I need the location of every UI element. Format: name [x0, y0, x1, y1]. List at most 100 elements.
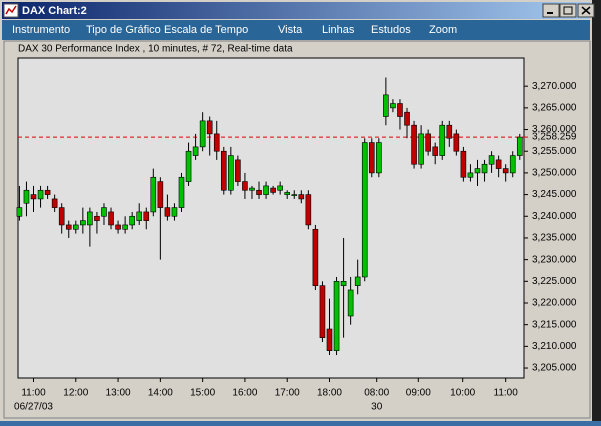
menu-item[interactable]: Escala de Tempo — [164, 24, 248, 36]
candle-body — [298, 194, 305, 200]
candle-body — [58, 207, 65, 226]
plot-area — [17, 57, 525, 379]
x-tick-label: 17:00 — [275, 388, 300, 399]
candle-body — [30, 194, 37, 200]
menu-item[interactable]: Tipo de Gráfico — [86, 24, 161, 36]
candle-body — [439, 124, 446, 156]
candle-body — [495, 159, 502, 169]
candle-body — [460, 150, 467, 178]
candle-body — [129, 215, 135, 226]
candle-body — [164, 207, 171, 217]
candle-body — [44, 189, 51, 195]
y-tick-label: 3,225.000 — [532, 276, 577, 287]
candle-body — [178, 176, 185, 208]
candle-body — [368, 142, 375, 174]
candle-body — [228, 155, 234, 191]
candle-body — [376, 142, 382, 174]
x-tick-label: 10:00 — [450, 388, 475, 399]
y-tick-label: 3,210.000 — [532, 341, 577, 352]
menu-item[interactable]: Zoom — [429, 24, 457, 36]
candle-body — [390, 103, 396, 109]
candle-body — [516, 136, 523, 156]
candle-body — [291, 194, 298, 196]
y-tick-label: 3,255.000 — [532, 146, 577, 157]
candle-body — [65, 224, 72, 230]
candle-body — [481, 163, 488, 174]
candle-body — [150, 176, 157, 213]
candle-body — [122, 224, 128, 230]
y-tick-label: 3,230.000 — [532, 254, 577, 265]
minimize-button[interactable] — [542, 3, 560, 18]
candle-body — [143, 211, 150, 221]
y-tick-label: 3,240.000 — [532, 211, 577, 222]
close-glyph — [581, 6, 591, 15]
menu: Instrumento Tipo de Gráfico Escala de Temp… — [12, 24, 457, 36]
candle-body — [509, 155, 516, 174]
candle-body — [242, 181, 248, 191]
candle-body — [115, 224, 121, 230]
candle-body — [23, 189, 30, 204]
candle-body — [474, 168, 481, 174]
x-tick-label: 09:00 — [406, 388, 431, 399]
candle-body — [256, 189, 262, 195]
candle-body — [87, 211, 93, 226]
candle-body — [80, 220, 86, 226]
candle-body — [284, 192, 291, 195]
menu-bar — [2, 20, 590, 40]
window-buttons — [542, 3, 595, 18]
candle-body — [432, 146, 439, 156]
y-tick-label: 3,250.000 — [532, 168, 577, 179]
y-tick-label: 3,260.000 — [532, 124, 577, 135]
candle-body — [72, 224, 79, 230]
y-tick-label: 3,205.000 — [532, 363, 577, 374]
candle-body — [157, 181, 164, 208]
candle-body — [411, 124, 417, 165]
candle-body — [305, 194, 312, 226]
candle-body — [312, 228, 319, 286]
candle-body — [502, 168, 509, 174]
candle-body — [108, 211, 114, 226]
x-date-label: 06/27/03 — [14, 402, 53, 413]
reference-label: 3,258.259 — [532, 132, 577, 143]
candle-body — [397, 103, 403, 117]
x-tick-label: 13:00 — [106, 388, 131, 399]
menu-item[interactable]: Estudos — [371, 24, 411, 36]
candle-body — [333, 281, 340, 351]
y-tick-label: 3,220.000 — [532, 298, 577, 309]
maximize-glyph — [563, 6, 573, 15]
candle-body — [354, 276, 361, 286]
candle-body — [235, 159, 241, 182]
candle-body — [192, 146, 199, 156]
candle-body — [37, 189, 44, 200]
candle-body — [199, 120, 206, 148]
x-tick-label: 12:00 — [63, 388, 88, 399]
maximize-button[interactable] — [559, 3, 577, 18]
candle-body — [326, 328, 333, 351]
x-tick-label: 16:00 — [232, 388, 257, 399]
x-tick-label: 15:00 — [190, 388, 215, 399]
candle-body — [488, 155, 495, 165]
x-date-label: 30 — [371, 402, 383, 413]
candle-body — [446, 124, 453, 139]
candle-body — [16, 207, 23, 217]
candle-body — [94, 215, 100, 221]
menu-item[interactable]: Linhas — [322, 24, 355, 36]
candle-body — [206, 120, 213, 135]
candle-body — [263, 185, 269, 195]
candle-body — [185, 150, 192, 182]
menu-item[interactable]: Vista — [278, 24, 303, 36]
candle-body — [249, 187, 255, 191]
candle-body — [319, 285, 326, 338]
candle-body — [277, 185, 283, 191]
candle-body — [418, 133, 424, 165]
window-title: DAX Chart:2 — [22, 5, 87, 17]
menu-item[interactable]: Instrumento — [12, 24, 70, 36]
candle-body — [361, 142, 368, 278]
plot: 3,205.000 3,210.000 3,215.000 3,220.000 3,22… — [14, 77, 577, 413]
candle-body — [171, 207, 178, 217]
x-tick-label: 18:00 — [317, 388, 342, 399]
x-tick-label: 14:00 — [148, 388, 173, 399]
candle-body — [425, 133, 431, 152]
